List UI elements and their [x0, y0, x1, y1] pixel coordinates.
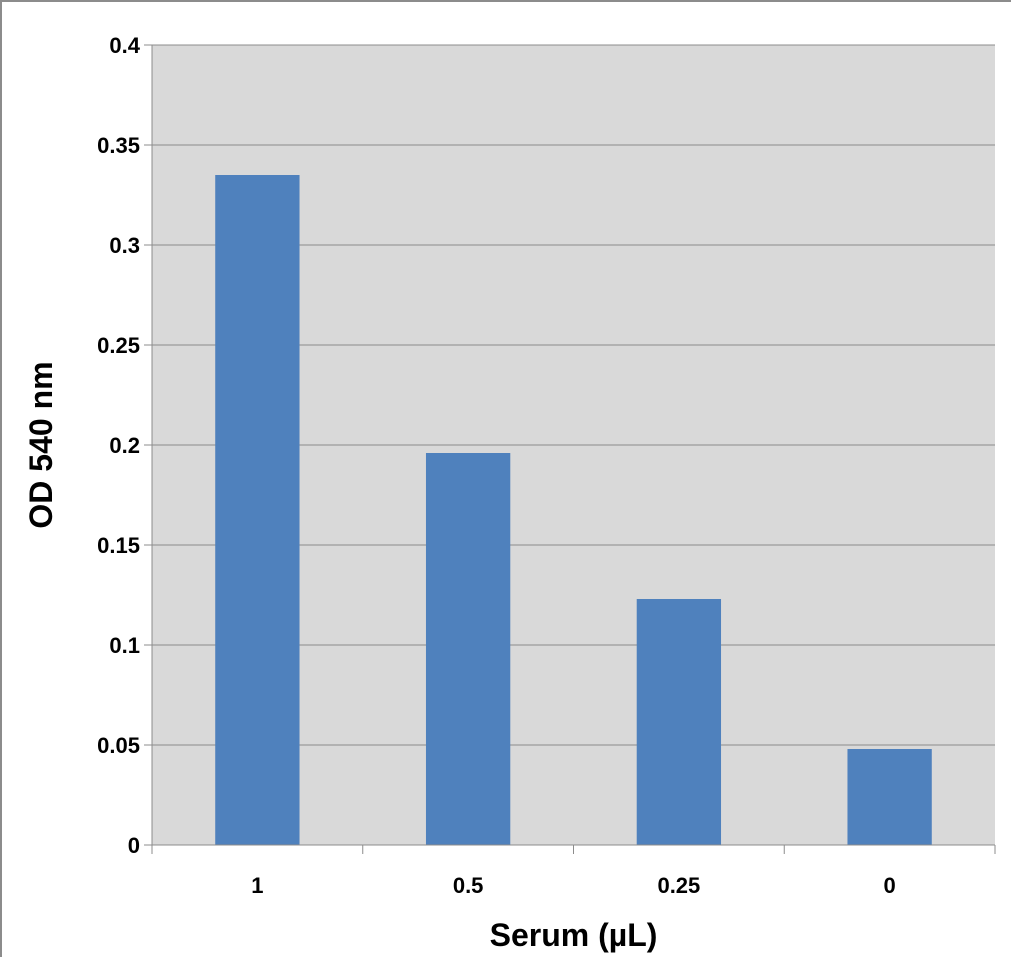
- bar-0.25: [636, 599, 722, 845]
- x-tick-labels: 1 0.5 0.25 0: [251, 873, 896, 898]
- y-tick-label: 0.15: [97, 533, 140, 558]
- y-tick-label: 0.35: [97, 133, 140, 158]
- axes: [144, 44, 996, 854]
- y-tick-label: 0.2: [109, 433, 140, 458]
- bar-1: [215, 175, 300, 845]
- y-tick-label: 0.3: [109, 233, 140, 258]
- y-tick-label: 0.4: [109, 33, 140, 58]
- y-tick-label: 0.25: [97, 333, 140, 358]
- bar-0.5: [425, 453, 511, 845]
- y-tick-label: 0.05: [97, 733, 140, 758]
- y-axis-title: OD 540 nm: [23, 361, 59, 528]
- x-tick-label: 0: [884, 873, 896, 898]
- x-axis-title: Serum (µL): [490, 917, 658, 953]
- x-tick-label: 1: [251, 873, 263, 898]
- y-tick-labels: 0 0.05 0.1 0.15 0.2 0.25 0.3 0.35 0.4: [97, 33, 141, 858]
- y-tick-label: 0.1: [109, 633, 140, 658]
- y-tick-label: 0: [128, 833, 140, 858]
- x-tick-label: 0.25: [657, 873, 700, 898]
- bars: [215, 175, 932, 845]
- bar-0: [847, 749, 932, 845]
- x-tick-label: 0.5: [453, 873, 484, 898]
